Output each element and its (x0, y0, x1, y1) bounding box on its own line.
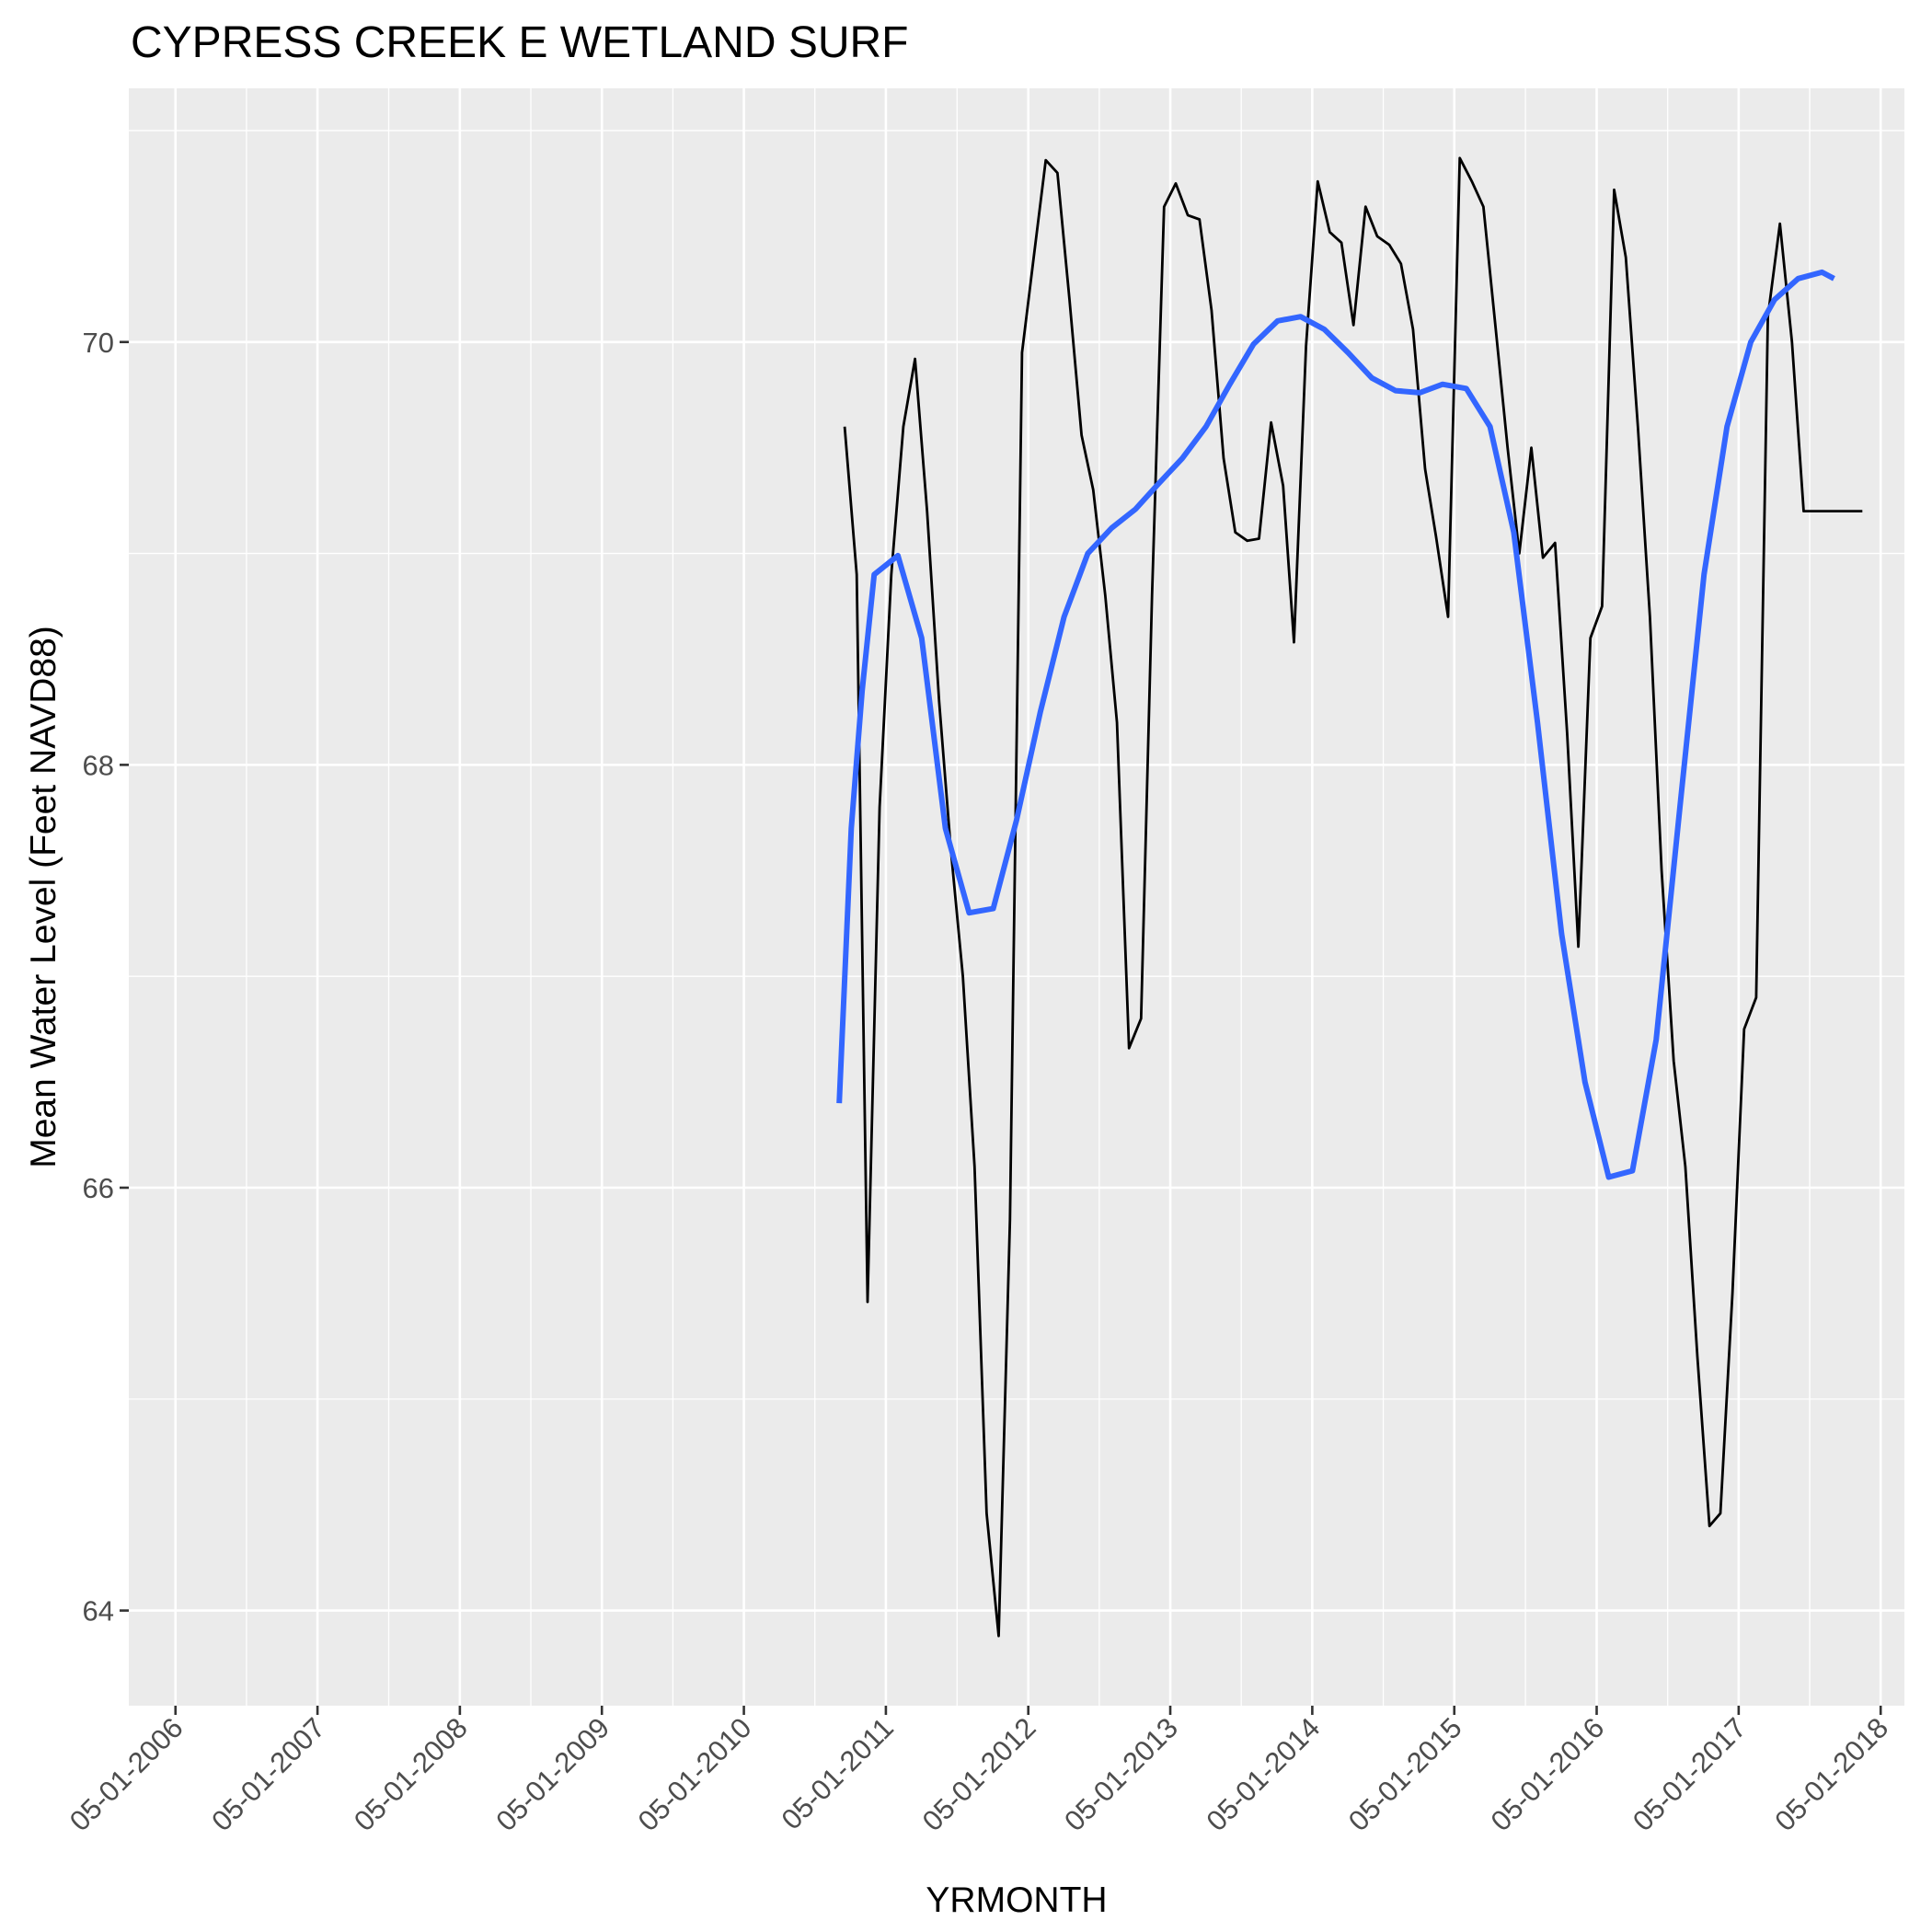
x-tick-label: 05-01-2011 (776, 1711, 900, 1835)
chart-title: CYPRESS CREEK E WETLAND SURF (131, 18, 908, 67)
y-tick-label: 68 (83, 749, 114, 781)
x-tick-label: 05-01-2013 (1058, 1711, 1184, 1837)
x-tick-label: 05-01-2009 (489, 1711, 615, 1837)
x-tick-label: 05-01-2015 (1342, 1711, 1468, 1837)
series-layer (836, 156, 1863, 1638)
x-tick-label: 05-01-2007 (205, 1711, 331, 1837)
x-tick-label: 05-01-2018 (1768, 1711, 1894, 1837)
x-axis-title: YRMONTH (926, 1880, 1107, 1920)
x-tick-label: 05-01-2016 (1485, 1711, 1611, 1837)
y-tick-label: 70 (83, 327, 114, 359)
plot-panel (129, 88, 1904, 1706)
y-tick-label: 64 (83, 1595, 114, 1627)
minor-gridlines (129, 88, 1904, 1706)
x-tick-label: 05-01-2010 (632, 1711, 758, 1837)
y-axis-title: Mean Water Level (Feet NAVD88) (24, 626, 63, 1168)
y-tick-label: 66 (83, 1172, 114, 1204)
x-tick-label: 05-01-2012 (916, 1711, 1042, 1837)
x-tick-label: 05-01-2006 (63, 1711, 190, 1837)
smoothed-trend-line (836, 269, 1835, 1180)
water-level-line (843, 156, 1863, 1638)
x-tick-label: 05-01-2017 (1627, 1711, 1753, 1837)
x-tick-label: 05-01-2008 (348, 1711, 474, 1837)
x-tick-label: 05-01-2014 (1200, 1711, 1326, 1837)
